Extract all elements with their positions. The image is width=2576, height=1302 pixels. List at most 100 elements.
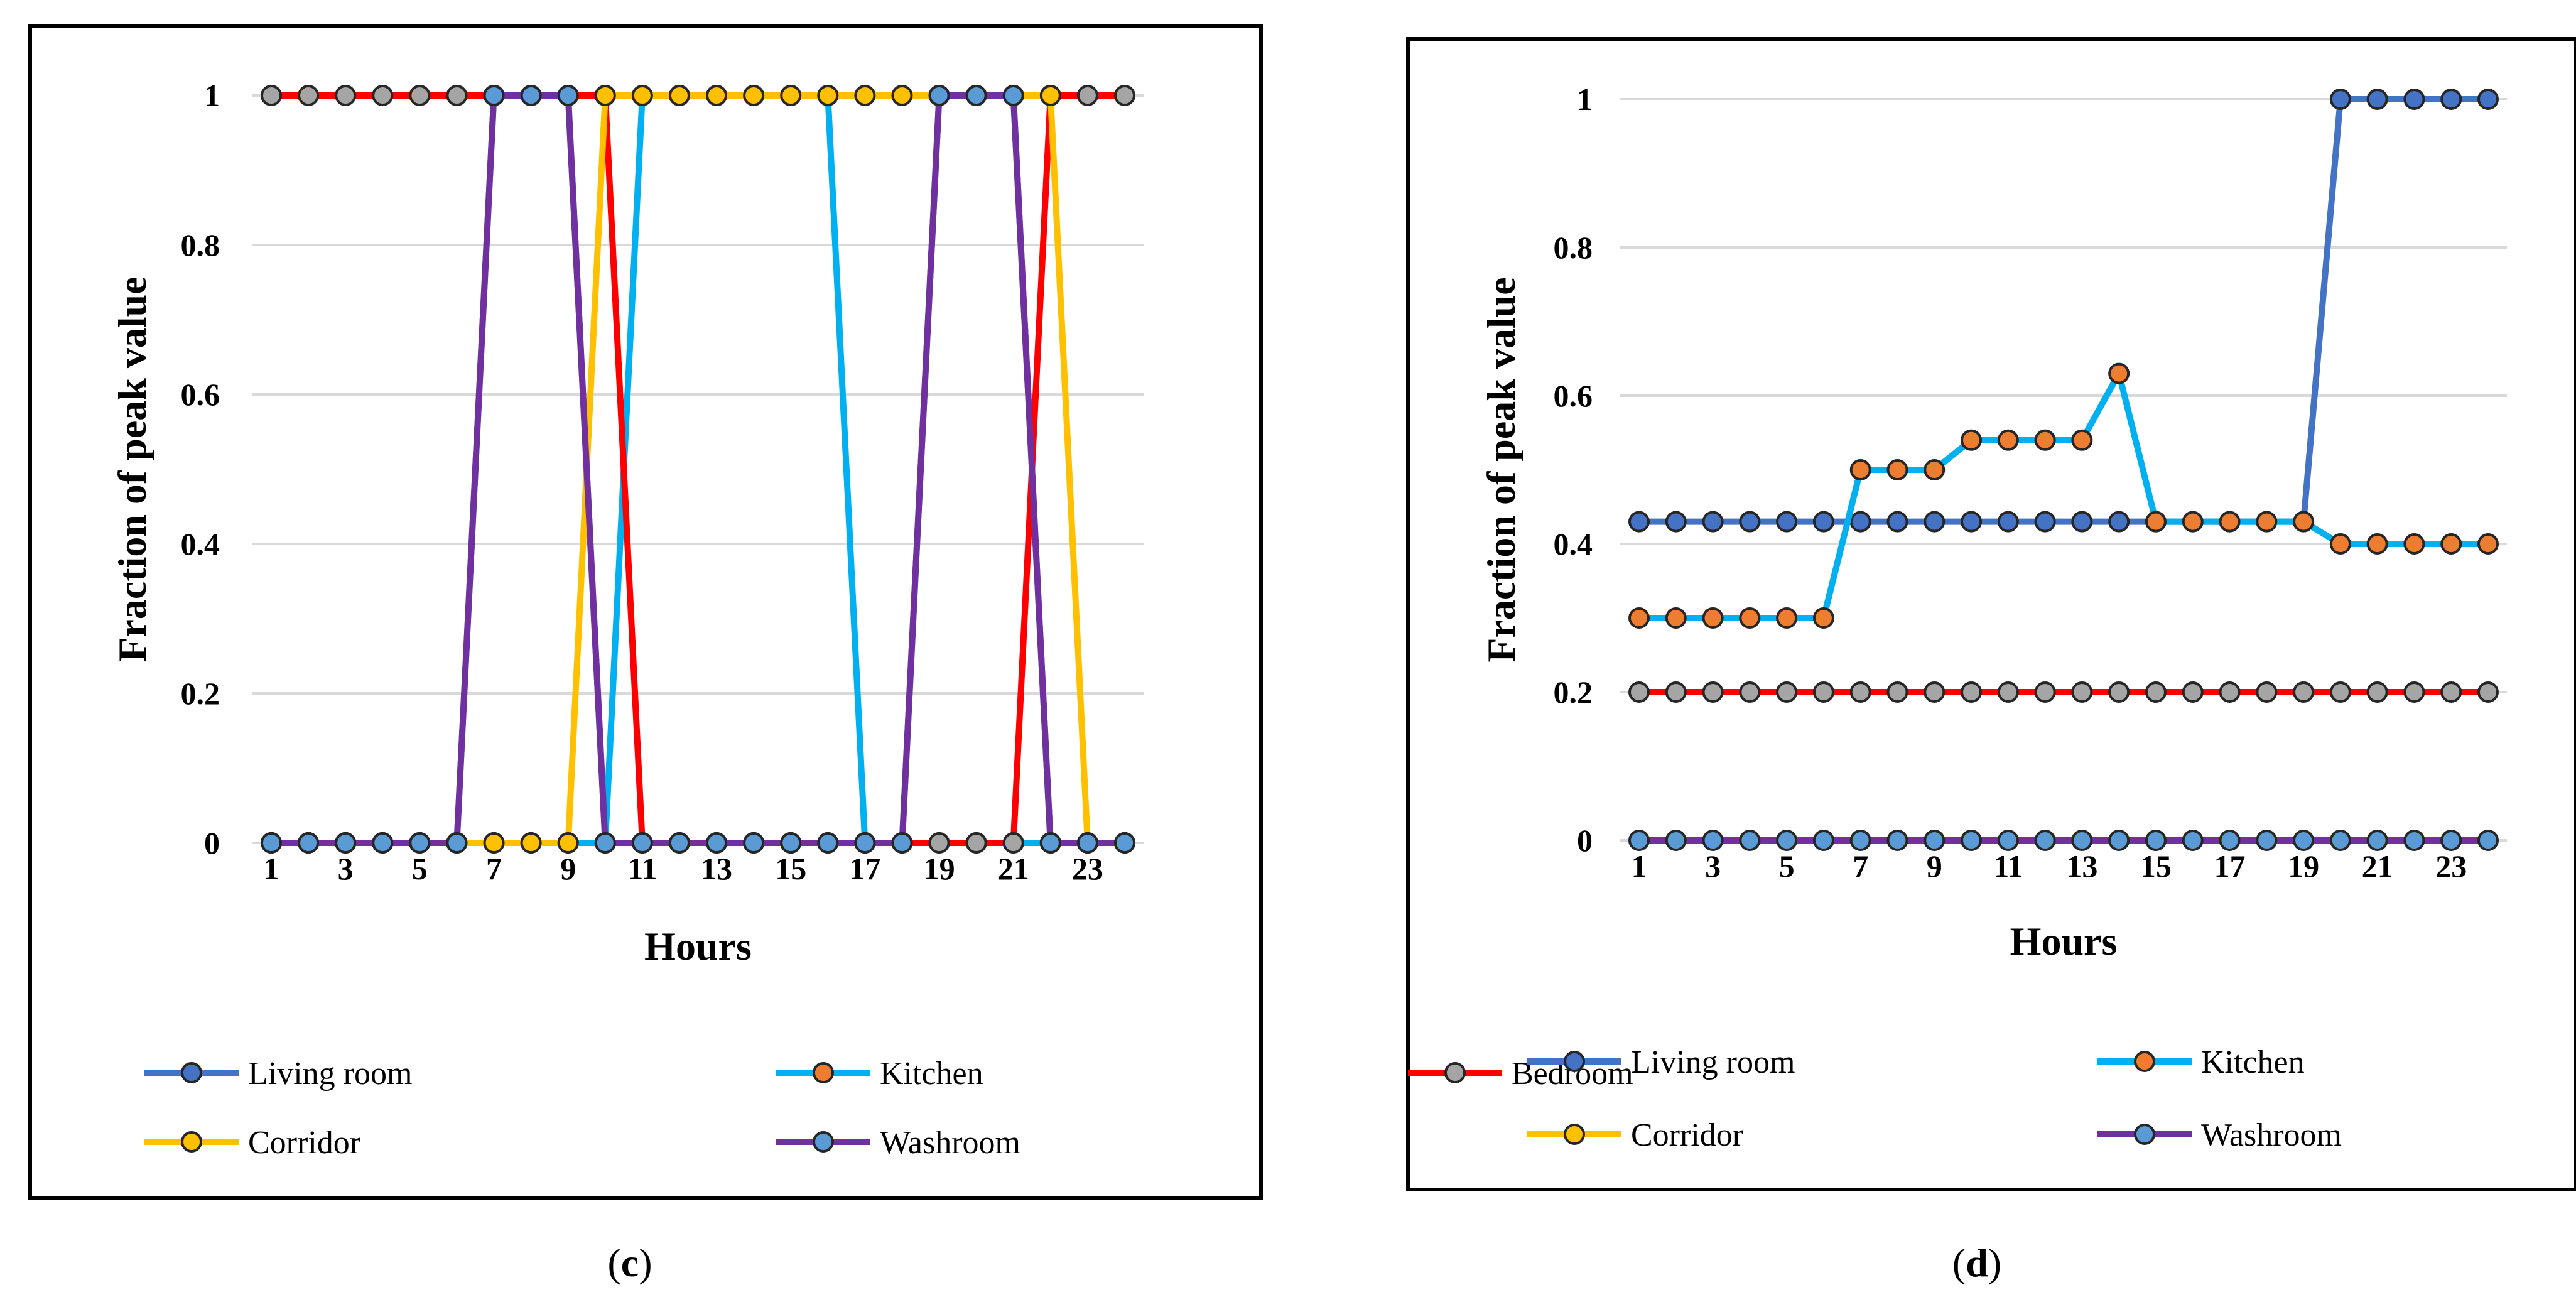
data-point: [1739, 607, 1761, 629]
caption-d: (d): [1952, 1240, 2001, 1285]
data-point: [2477, 533, 2499, 555]
x-tick-label: 15: [2140, 849, 2172, 884]
data-point: [1002, 832, 1024, 854]
data-point: [1849, 681, 1871, 703]
y-tick-label: 0.6: [1554, 378, 1593, 413]
data-point: [1702, 607, 1724, 629]
data-point: [1886, 511, 1908, 533]
data-point: [1997, 429, 2019, 451]
data-point: [928, 85, 950, 106]
data-point: [743, 85, 765, 106]
legend-swatch-marker: [2134, 1051, 2155, 1072]
x-tick-label: 19: [2288, 849, 2319, 884]
data-point: [2034, 429, 2056, 451]
panel-d-frame: [1406, 37, 2576, 1191]
legend-entry: Kitchen: [2097, 1044, 2305, 1080]
data-point: [1739, 830, 1761, 851]
data-point: [372, 85, 394, 106]
data-point: [2366, 533, 2388, 555]
y-tick-label: 0.6: [181, 377, 220, 412]
data-point: [1886, 459, 1908, 480]
data-point: [1961, 830, 1983, 851]
data-point: [1849, 459, 1871, 480]
data-point: [409, 85, 431, 106]
data-point: [1776, 607, 1798, 629]
x-tick-label: 17: [849, 851, 880, 886]
series-kitchen: [1628, 362, 2499, 629]
data-point: [261, 85, 282, 106]
legend-label: Corridor: [1631, 1117, 1743, 1153]
series-washroom: [1628, 830, 2499, 851]
data-point: [2182, 830, 2204, 851]
data-point: [780, 85, 802, 106]
data-point: [1997, 511, 2019, 533]
data-point: [2440, 681, 2462, 703]
data-point: [1039, 85, 1061, 106]
x-tick-label: 3: [1705, 849, 1721, 884]
legend-entry: Washroom: [776, 1125, 1020, 1161]
data-point: [1739, 681, 1761, 703]
data-point: [1849, 511, 1871, 533]
legend-swatch-marker: [813, 1062, 834, 1083]
x-tick-label: 1: [1632, 849, 1647, 884]
data-point: [2034, 830, 2056, 851]
data-point: [2329, 681, 2351, 703]
data-point: [594, 832, 616, 854]
data-point: [483, 85, 505, 106]
data-point: [2366, 830, 2388, 851]
data-point: [2440, 533, 2462, 555]
data-point: [2403, 681, 2425, 703]
data-point: [1961, 681, 1983, 703]
chart-d: 00.20.40.60.811 3 5 7 9 11 13 15 17 19 21 23HoursFr…: [1479, 82, 2507, 1153]
data-point: [1665, 511, 1687, 533]
legend-swatch-marker: [1444, 1062, 1466, 1083]
x-tick-label: 15: [775, 851, 806, 886]
x-axis-title: Hours: [2010, 919, 2118, 963]
data-point: [2034, 511, 2056, 533]
data-point: [2145, 830, 2167, 851]
series-bedroom: [1628, 681, 2499, 703]
x-tick-label: 19: [924, 851, 955, 886]
y-tick-label: 0: [1577, 823, 1593, 858]
x-tick-label: 21: [998, 851, 1029, 886]
y-tick-label: 0.8: [1554, 230, 1593, 265]
x-tick-label: 21: [2362, 849, 2393, 884]
y-tick-label: 0.8: [181, 227, 220, 263]
legend-entry: Kitchen: [776, 1056, 983, 1092]
data-point: [2329, 830, 2351, 851]
legend-entry: Corridor: [144, 1125, 360, 1161]
y-axis-title: Fraction of peak value: [1479, 277, 1523, 662]
data-point: [1702, 830, 1724, 851]
data-point: [2145, 681, 2167, 703]
data-point: [1076, 85, 1098, 106]
data-point: [1924, 830, 1946, 851]
caption-c-letter: c: [621, 1240, 639, 1285]
data-point: [1776, 511, 1798, 533]
data-point: [261, 832, 282, 854]
legend-label: Living room: [1631, 1044, 1795, 1080]
data-point: [1628, 830, 1650, 851]
data-point: [2440, 830, 2462, 851]
data-point: [1812, 830, 1834, 851]
data-point: [2366, 89, 2388, 110]
data-point: [2182, 511, 2204, 533]
data-point: [631, 85, 653, 106]
data-point: [1002, 85, 1024, 106]
data-point: [1812, 681, 1834, 703]
data-point: [2403, 89, 2425, 110]
data-point: [891, 832, 913, 854]
data-point: [1702, 511, 1724, 533]
x-tick-label: 13: [701, 851, 732, 886]
data-point: [1886, 681, 1908, 703]
data-point: [2256, 830, 2278, 851]
data-point: [2034, 681, 2056, 703]
legend-entry: Washroom: [2097, 1117, 2342, 1153]
data-point: [2256, 681, 2278, 703]
data-point: [1628, 607, 1650, 629]
data-point: [965, 85, 987, 106]
data-point: [1812, 607, 1834, 629]
legend-swatch-marker: [813, 1131, 834, 1153]
y-axis-title: Fraction of peak value: [110, 276, 154, 661]
data-point: [2108, 830, 2130, 851]
